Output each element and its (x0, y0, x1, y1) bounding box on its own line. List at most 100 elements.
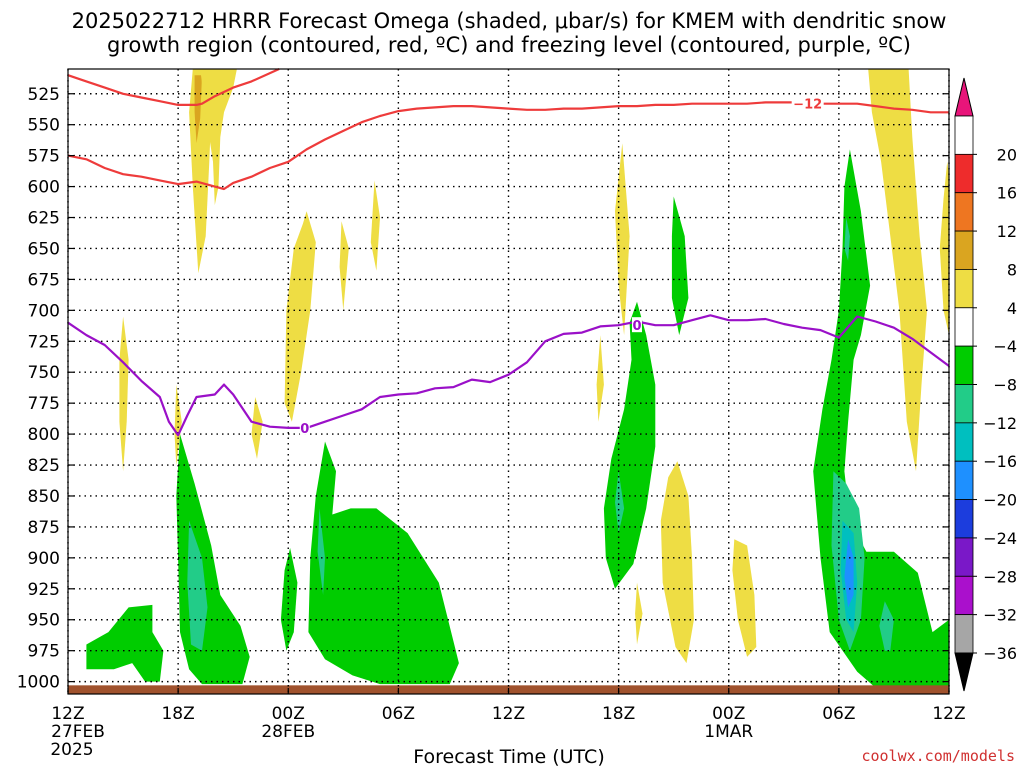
colorbar-label: 4 (1007, 299, 1017, 318)
x-date-label: 1MAR (704, 722, 753, 742)
omega-region-30 (844, 217, 850, 261)
omega-region-19 (280, 548, 298, 651)
colorbar-band (954, 614, 974, 654)
omega-region-6 (119, 316, 129, 472)
y-tick-label: 650 (28, 239, 60, 259)
colorbar-label: −16 (983, 452, 1017, 471)
omega-region-4 (339, 221, 349, 311)
y-tick-label: 750 (28, 363, 60, 383)
x-tick-label: 00Z (272, 704, 305, 724)
colorbar-label: 20 (997, 145, 1017, 164)
contour-label-dgz-bg (791, 95, 824, 111)
x-tick-label: 12Z (932, 704, 965, 724)
y-tick-label: 675 (28, 270, 60, 290)
omega-region-18 (187, 520, 208, 651)
contour-lines: −12 0 0 (67, 67, 950, 437)
colorbar-band (954, 499, 974, 539)
omega-region-2 (200, 69, 237, 206)
x-year-label: 2025 (50, 740, 93, 760)
y-tick-label: 525 (28, 85, 60, 105)
x-tick-label: 00Z (712, 704, 745, 724)
contour-label-dgz: −12 (793, 98, 822, 113)
colorbar-band (954, 384, 974, 424)
y-tick-label: 825 (28, 456, 60, 476)
x-tick-label: 12Z (51, 704, 84, 724)
x-tick-label: 18Z (602, 704, 635, 724)
contour-label-freezing-2-bg (631, 317, 642, 333)
colorbar-label: −8 (993, 376, 1017, 395)
omega-region-21 (317, 508, 325, 595)
colorbar-band (954, 192, 974, 232)
y-tick-label: 950 (28, 611, 60, 631)
omega-region-25 (813, 149, 949, 688)
y-tick-label: 775 (28, 394, 60, 414)
x-tick-label: 06Z (382, 704, 415, 724)
y-tick-label: 700 (28, 301, 60, 321)
y-tick-label: 625 (28, 209, 60, 229)
colorbar-band (954, 460, 974, 500)
y-tick-label: 925 (28, 580, 60, 600)
omega-region-3 (284, 211, 316, 422)
colorbar-label: 12 (997, 222, 1017, 241)
contour-label-freezing-1: 0 (300, 422, 309, 437)
chart-title-line2: growth region (contoured, red, ºC) and f… (107, 33, 911, 57)
omega-region-7 (174, 384, 182, 465)
omega-region-27 (879, 601, 894, 651)
colorbar-label: −36 (983, 644, 1017, 663)
y-tick-label: 975 (28, 642, 60, 662)
y-axis: 525 550 575 600 625 650 675 700 725 750 775 800 825 8… (17, 85, 949, 693)
omega-region-10 (596, 335, 604, 422)
y-tick-label: 850 (28, 487, 60, 507)
x-axis-title: Forecast Time (UTC) (413, 746, 604, 768)
colorbar-label: 16 (997, 184, 1017, 203)
omega-region-23 (615, 471, 625, 534)
colorbar-label: −32 (983, 606, 1017, 625)
x-date-label: 28FEB (261, 722, 315, 742)
colorbar-top-arrow (954, 77, 974, 117)
omega-region-8 (251, 397, 263, 459)
omega-region-13 (732, 539, 757, 657)
y-tick-label: 575 (28, 147, 60, 167)
contour-label-freezing-1-bg (299, 419, 310, 435)
colorbar-label: −20 (983, 491, 1017, 510)
omega-shading (86, 69, 949, 688)
colorbar-label: −28 (983, 567, 1017, 586)
omega-region-29 (844, 539, 854, 608)
x-tick-label: 18Z (161, 704, 194, 724)
contour-line-2 (67, 314, 950, 437)
colorbar-band (954, 269, 974, 309)
colorbar-band (954, 575, 974, 616)
colorbar: 20 16 12 8 4 −4 −8 −12 −16 −20 −24 −28 −32 −36 (954, 77, 1017, 692)
omega-region-17 (176, 434, 250, 685)
omega-region-22 (603, 301, 656, 589)
colorbar-band (954, 422, 974, 462)
credit-text: coolwx.com/models (861, 747, 1015, 765)
omega-region-5 (370, 180, 380, 271)
colorbar-band (954, 537, 974, 577)
colorbar-bottom-arrow (954, 652, 974, 692)
omega-region-14 (868, 69, 927, 472)
colorbar-label: −12 (983, 414, 1017, 433)
omega-region-24 (671, 196, 689, 336)
omega-region-16 (86, 604, 164, 682)
colorbar-band (954, 307, 974, 347)
colorbar-band (954, 153, 974, 194)
colorbar-band (954, 345, 974, 385)
x-tick-label: 06Z (822, 704, 855, 724)
grid-lines (67, 69, 950, 694)
omega-region-11 (635, 582, 643, 645)
colorbar-band (954, 230, 974, 270)
omega-region-9 (615, 143, 630, 336)
y-tick-label: 1000 (17, 673, 60, 693)
chart-title-line1: 2025022712 HRRR Forecast Omega (shaded, … (72, 9, 947, 33)
plot-area: −12 0 0 (67, 67, 950, 695)
y-tick-label: 600 (28, 178, 60, 198)
contour-label-freezing-2: 0 (632, 319, 641, 334)
contour-line-1 (67, 67, 280, 106)
x-date-label: 27FEB (51, 722, 105, 742)
y-tick-label: 725 (28, 332, 60, 352)
omega-region-20 (308, 441, 459, 685)
colorbar-label: −24 (983, 529, 1017, 548)
y-tick-label: 800 (28, 425, 60, 445)
